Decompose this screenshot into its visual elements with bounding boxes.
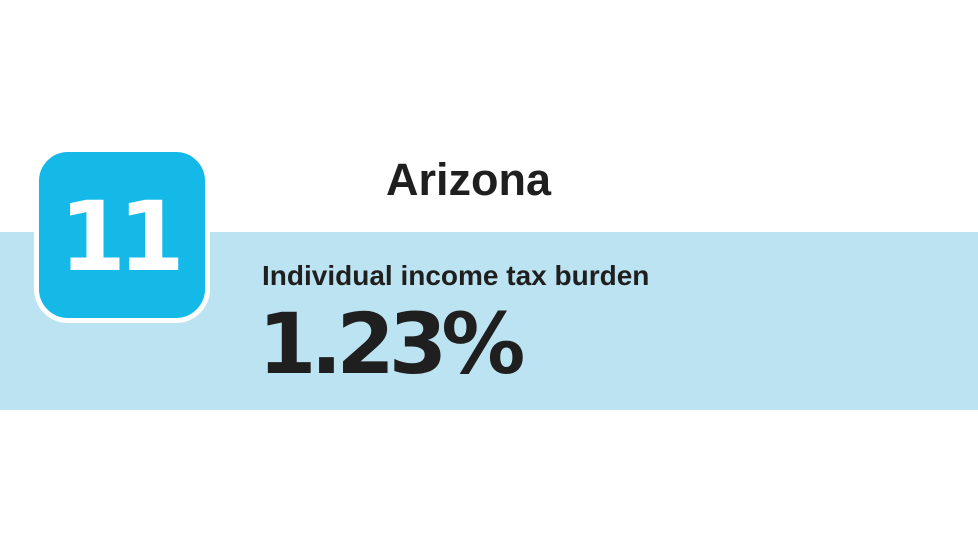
metric-value: 1.23% <box>258 295 525 393</box>
rank-badge: 11 <box>34 147 210 323</box>
state-name: Arizona <box>386 154 552 205</box>
rank-number: 11 <box>59 181 185 293</box>
metric-label: Individual income tax burden <box>262 260 650 291</box>
